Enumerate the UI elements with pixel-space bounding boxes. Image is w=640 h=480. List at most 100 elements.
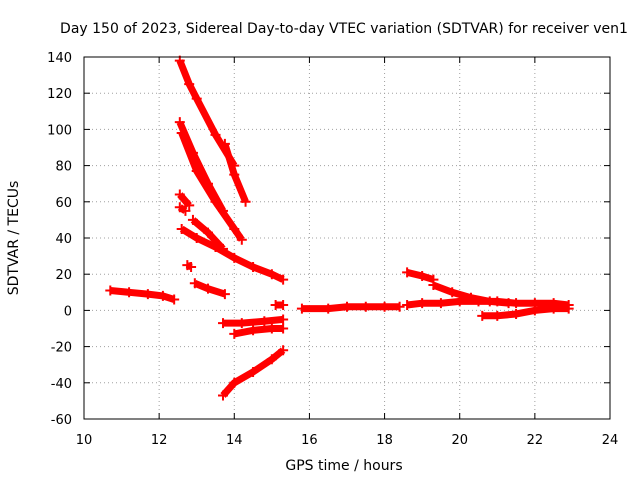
data-point-marker bbox=[417, 298, 428, 309]
data-point-marker bbox=[342, 301, 352, 312]
y-tick-label: -60 bbox=[51, 413, 72, 428]
data-point-marker bbox=[218, 243, 229, 254]
data-point-marker bbox=[191, 233, 202, 243]
x-tick-labels: 10 12 14 16 18 20 22 24 bbox=[76, 433, 619, 448]
data-point-marker bbox=[202, 283, 213, 294]
data-point-marker bbox=[379, 301, 390, 312]
data-point-marker bbox=[174, 117, 185, 128]
y-tick-label: -40 bbox=[51, 377, 72, 392]
series-arc-13 bbox=[233, 325, 284, 338]
data-point-marker bbox=[240, 196, 251, 207]
data-point-marker bbox=[142, 289, 153, 300]
y-tick-label: 20 bbox=[55, 268, 72, 283]
data-point-marker bbox=[186, 261, 197, 272]
y-tick-label: -20 bbox=[51, 341, 72, 356]
data-point-marker bbox=[323, 303, 334, 314]
data-point-marker bbox=[105, 285, 116, 296]
data-point-marker bbox=[210, 129, 221, 140]
data-point-marker bbox=[360, 301, 371, 312]
data-point-marker bbox=[529, 305, 540, 316]
data-point-marker bbox=[124, 287, 135, 298]
series-arc-12 bbox=[223, 315, 284, 327]
data-point-marker bbox=[219, 138, 230, 149]
data-point-marker bbox=[180, 205, 191, 216]
data-point-marker bbox=[174, 202, 185, 213]
plot-frame bbox=[83, 56, 611, 420]
x-tick-label: 18 bbox=[376, 433, 393, 448]
data-point-marker bbox=[176, 128, 187, 139]
data-point-marker bbox=[278, 274, 289, 285]
data-point-marker bbox=[428, 280, 439, 291]
data-point-marker bbox=[266, 354, 277, 365]
data-series bbox=[105, 55, 574, 401]
data-point-marker bbox=[477, 310, 488, 321]
data-point-marker bbox=[229, 377, 240, 388]
data-point-marker bbox=[191, 166, 202, 177]
x-axis-label: GPS time / hours bbox=[285, 458, 402, 474]
data-point-marker bbox=[248, 325, 259, 336]
data-point-marker bbox=[278, 314, 289, 325]
data-point-marker bbox=[394, 301, 405, 312]
data-point-marker bbox=[484, 296, 495, 307]
data-point-marker bbox=[435, 298, 446, 309]
y-tick-label: 140 bbox=[47, 51, 72, 66]
data-point-marker bbox=[278, 345, 289, 356]
data-point-marker bbox=[169, 294, 180, 305]
data-point-marker bbox=[296, 303, 307, 314]
y-tick-label: 40 bbox=[55, 232, 72, 247]
data-point-marker bbox=[157, 290, 168, 301]
data-point-marker bbox=[184, 79, 195, 90]
data-point-marker bbox=[248, 366, 259, 377]
data-point-marker bbox=[176, 223, 187, 234]
y-tick-label: 120 bbox=[47, 87, 72, 102]
series-arc-20 bbox=[482, 305, 569, 320]
x-tick-label: 22 bbox=[527, 433, 544, 448]
grid-lines bbox=[84, 57, 610, 419]
data-point-marker bbox=[266, 269, 277, 280]
data-point-marker bbox=[174, 189, 185, 200]
y-tick-labels: -60 -40 -20 0 20 40 60 80 100 120 140 bbox=[47, 51, 72, 428]
y-tick-label: 60 bbox=[55, 196, 72, 211]
data-point-marker bbox=[218, 390, 229, 401]
data-point-marker bbox=[191, 93, 202, 104]
chart-title: Day 150 of 2023, Sidereal Day-to-day VTE… bbox=[60, 21, 628, 37]
data-point-marker bbox=[417, 271, 428, 282]
x-tick-label: 14 bbox=[226, 433, 243, 448]
data-point-marker bbox=[210, 196, 221, 207]
data-point-marker bbox=[236, 234, 247, 245]
data-point-marker bbox=[259, 316, 270, 327]
x-tick-label: 10 bbox=[76, 433, 93, 448]
data-point-marker bbox=[402, 267, 413, 278]
data-point-marker bbox=[229, 252, 240, 263]
data-point-marker bbox=[563, 303, 574, 314]
data-point-marker bbox=[278, 323, 289, 334]
data-point-marker bbox=[402, 299, 413, 310]
data-point-marker bbox=[189, 278, 200, 289]
data-point-marker bbox=[187, 214, 198, 225]
x-tick-label: 24 bbox=[602, 433, 619, 448]
data-point-marker bbox=[278, 299, 289, 310]
data-point-marker bbox=[184, 200, 195, 211]
axis-ticks bbox=[83, 56, 611, 420]
data-point-marker bbox=[447, 287, 458, 298]
data-point-marker bbox=[548, 303, 559, 314]
data-point-marker bbox=[503, 298, 514, 309]
data-point-marker bbox=[492, 310, 503, 321]
x-tick-label: 12 bbox=[151, 433, 168, 448]
data-point-marker bbox=[219, 289, 230, 300]
series-arc-6 bbox=[177, 192, 192, 208]
x-tick-label: 20 bbox=[451, 433, 468, 448]
data-point-marker bbox=[248, 261, 259, 272]
data-point-marker bbox=[229, 169, 240, 180]
data-point-marker bbox=[202, 227, 213, 238]
data-point-marker bbox=[511, 309, 522, 320]
y-tick-label: 0 bbox=[64, 304, 72, 319]
y-tick-label: 100 bbox=[47, 123, 72, 138]
y-axis-label: SDTVAR / TECUs bbox=[6, 181, 22, 296]
y-tick-label: 80 bbox=[55, 160, 72, 175]
data-point-marker bbox=[218, 318, 229, 329]
data-point-marker bbox=[465, 292, 476, 303]
data-point-marker bbox=[236, 318, 247, 329]
data-point-marker bbox=[229, 328, 240, 339]
